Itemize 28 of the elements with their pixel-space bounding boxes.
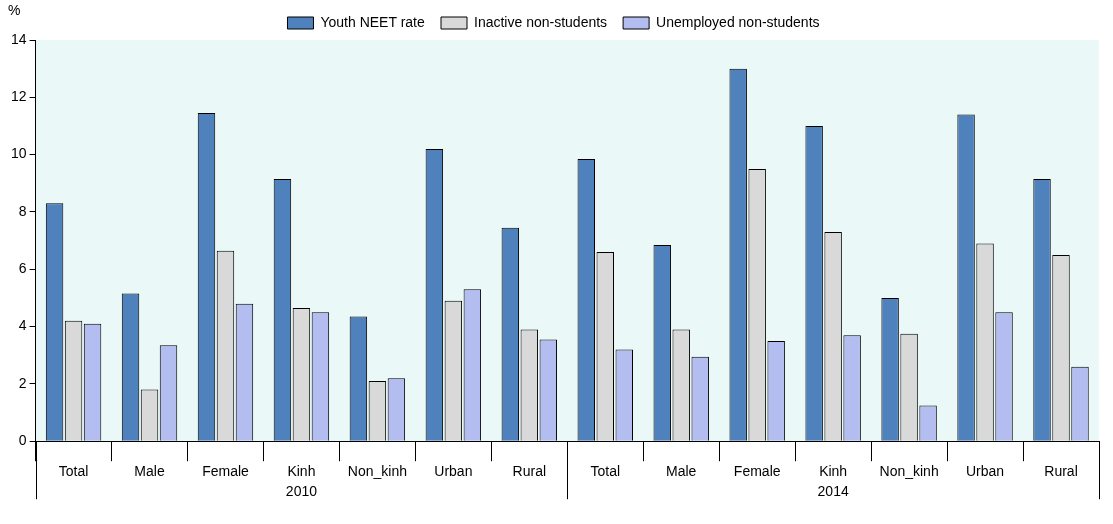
x-tick-label: Kinh (819, 463, 848, 480)
legend-label: Unemployed non-students (656, 13, 820, 30)
text: 2010 (285, 483, 318, 500)
x-tick-label: Urban (965, 463, 1005, 480)
x-tick-label: Male (666, 463, 697, 480)
x-tick-label: Female (202, 463, 250, 480)
x-tick-label: Female (733, 463, 781, 480)
text: 2014 (817, 483, 849, 500)
y-tick-label: 8 (18, 202, 27, 219)
y-tick-label: 14 (10, 30, 27, 47)
y-tick-label: 12 (10, 88, 27, 105)
y-tick-label: 6 (18, 260, 27, 277)
x-tick-label: Total (590, 463, 621, 480)
x-tick-label: Kinh (287, 463, 316, 480)
legend-label: Inactive non-students (474, 13, 608, 30)
y-tick-label: 2 (18, 374, 27, 391)
x-tick-label: Rural (512, 463, 547, 480)
x-tick-label: Urban (434, 463, 473, 480)
y-axis-title: % (8, 1, 21, 18)
x-tick-label: Male (134, 463, 165, 480)
y-tick-label: 0 (18, 432, 27, 449)
x-tick-label: Total (58, 463, 89, 480)
x-tick-label: Non_kinh (347, 463, 407, 480)
y-tick-label: 4 (18, 317, 27, 334)
x-tick-label: Non_kinh (879, 463, 939, 480)
x-tick-label: Rural (1044, 463, 1078, 480)
legend-label: Youth NEET rate (320, 13, 425, 30)
y-tick-label: 10 (10, 145, 27, 162)
